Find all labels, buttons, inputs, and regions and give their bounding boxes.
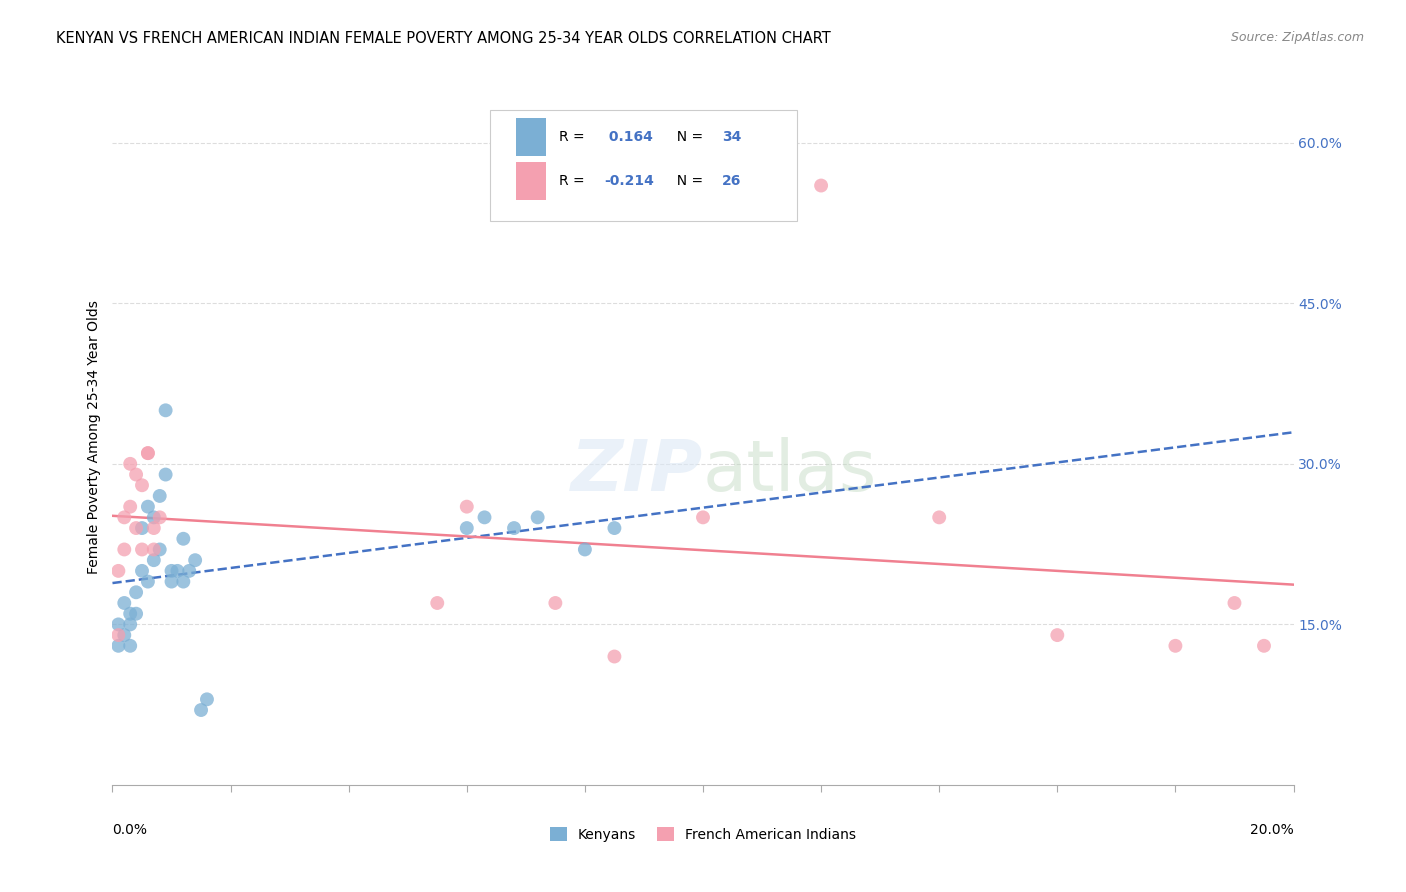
Point — [544, 596, 567, 610]
Point — [120, 457, 142, 471]
Point — [112, 542, 135, 557]
Point — [131, 521, 153, 535]
Point — [603, 649, 626, 664]
Text: atlas: atlas — [703, 437, 877, 507]
Point — [107, 639, 129, 653]
Point — [120, 607, 142, 621]
Point — [692, 510, 714, 524]
Point — [142, 521, 165, 535]
Point — [160, 564, 183, 578]
Point — [112, 596, 135, 610]
Text: N =: N = — [668, 174, 707, 187]
Text: 0.164: 0.164 — [603, 130, 652, 144]
Point — [190, 703, 212, 717]
Text: N =: N = — [668, 130, 707, 144]
Text: 34: 34 — [721, 130, 741, 144]
Legend: Kenyans, French American Indians: Kenyans, French American Indians — [544, 822, 862, 847]
Point — [195, 692, 218, 706]
Point — [166, 564, 188, 578]
Point — [426, 596, 449, 610]
Point — [120, 639, 142, 653]
Point — [603, 521, 626, 535]
Text: 0.0%: 0.0% — [112, 822, 148, 837]
Point — [136, 500, 159, 514]
Point — [120, 617, 142, 632]
Point — [456, 500, 478, 514]
Point — [526, 510, 548, 524]
Text: R =: R = — [560, 130, 589, 144]
Text: KENYAN VS FRENCH AMERICAN INDIAN FEMALE POVERTY AMONG 25-34 YEAR OLDS CORRELATIO: KENYAN VS FRENCH AMERICAN INDIAN FEMALE … — [56, 31, 831, 46]
Text: ZIP: ZIP — [571, 437, 703, 507]
Y-axis label: Female Poverty Among 25-34 Year Olds: Female Poverty Among 25-34 Year Olds — [87, 300, 101, 574]
Point — [474, 510, 496, 524]
Point — [125, 467, 148, 482]
Point — [810, 178, 832, 193]
Text: 26: 26 — [721, 174, 741, 187]
Text: 20.0%: 20.0% — [1250, 822, 1294, 837]
Point — [574, 542, 596, 557]
Point — [131, 542, 153, 557]
Point — [107, 564, 129, 578]
Point — [149, 542, 172, 557]
Point — [928, 510, 950, 524]
Point — [120, 500, 142, 514]
Point — [503, 521, 526, 535]
Point — [149, 510, 172, 524]
Point — [172, 574, 194, 589]
Point — [149, 489, 172, 503]
Point — [142, 542, 165, 557]
FancyBboxPatch shape — [516, 118, 546, 156]
Point — [125, 521, 148, 535]
Point — [107, 617, 129, 632]
Point — [131, 564, 153, 578]
Text: -0.214: -0.214 — [603, 174, 654, 187]
Point — [125, 585, 148, 599]
Point — [160, 574, 183, 589]
Point — [136, 446, 159, 460]
Text: R =: R = — [560, 174, 589, 187]
Point — [1253, 639, 1275, 653]
Point — [142, 553, 165, 567]
Point — [107, 628, 129, 642]
Point — [1164, 639, 1187, 653]
Point — [131, 478, 153, 492]
Point — [136, 446, 159, 460]
Text: Source: ZipAtlas.com: Source: ZipAtlas.com — [1230, 31, 1364, 45]
Point — [142, 510, 165, 524]
Point — [179, 564, 201, 578]
Point — [1223, 596, 1246, 610]
Point — [1046, 628, 1069, 642]
Point — [172, 532, 194, 546]
FancyBboxPatch shape — [516, 161, 546, 200]
FancyBboxPatch shape — [491, 110, 797, 221]
Point — [456, 521, 478, 535]
Point — [155, 467, 177, 482]
Point — [125, 607, 148, 621]
Point — [112, 628, 135, 642]
Point — [136, 574, 159, 589]
Point — [112, 510, 135, 524]
Point — [184, 553, 207, 567]
Point — [155, 403, 177, 417]
